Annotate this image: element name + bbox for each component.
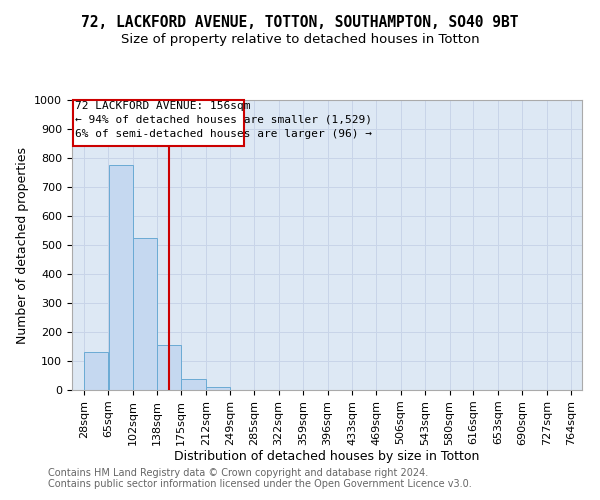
X-axis label: Distribution of detached houses by size in Totton: Distribution of detached houses by size …: [175, 450, 479, 464]
Bar: [84, 352, 109, 390]
Text: Size of property relative to detached houses in Totton: Size of property relative to detached ho…: [121, 32, 479, 46]
Text: 72, LACKFORD AVENUE, TOTTON, SOUTHAMPTON, SO40 9BT: 72, LACKFORD AVENUE, TOTTON, SOUTHAMPTON…: [81, 15, 519, 30]
Text: 72 LACKFORD AVENUE: 156sqm
← 94% of detached houses are smaller (1,529)
6% of se: 72 LACKFORD AVENUE: 156sqm ← 94% of deta…: [76, 101, 373, 139]
Bar: [133, 238, 157, 390]
Bar: [157, 345, 181, 390]
Text: Contains HM Land Registry data © Crown copyright and database right 2024.: Contains HM Land Registry data © Crown c…: [48, 468, 428, 477]
FancyBboxPatch shape: [73, 100, 244, 146]
Y-axis label: Number of detached properties: Number of detached properties: [16, 146, 29, 344]
Text: Contains public sector information licensed under the Open Government Licence v3: Contains public sector information licen…: [48, 479, 472, 489]
Bar: [109, 166, 133, 390]
Bar: [206, 387, 230, 390]
Bar: [181, 380, 206, 390]
